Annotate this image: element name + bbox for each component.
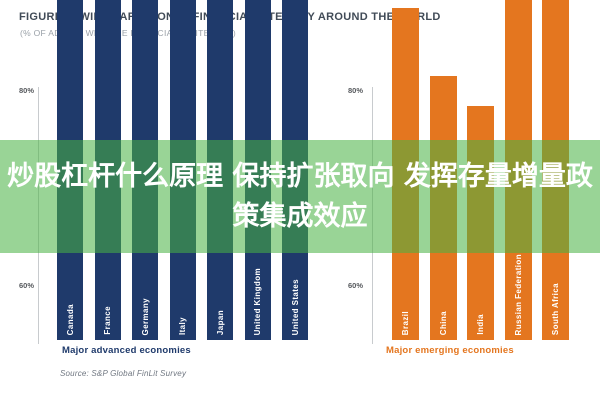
y-axis-tick: 80% [347,85,363,95]
bar-label: India [476,314,485,335]
advanced-economies-caption: Major advanced economies [62,345,191,356]
figure-subtitle: (% OF ADULTS WHO ARE FINANCIALLY LITERAT… [20,28,237,38]
source-note: Source: S&P Global FinLit Survey [60,369,187,378]
y-axis-tick: 60% [18,280,34,290]
y-axis-tick: 80% [18,85,34,95]
bar-label: Russian Federation [513,253,523,335]
overlay-headline-line2: 策集成效应 [232,200,368,232]
emerging-economies-caption: Major emerging economies [386,345,514,356]
bar-label: Brazil [401,310,410,335]
bar-label: South Africa [551,282,560,335]
overlay-headline-line1: 炒股杠杆什么原理 保持扩张取向 发挥存量增量政 [7,160,593,192]
bar-label: China [438,310,448,335]
y-axis-tick: 60% [347,280,363,290]
overlay-banner: 炒股杠杆什么原理 保持扩张取向 发挥存量增量政 策集成效应 [0,140,600,253]
